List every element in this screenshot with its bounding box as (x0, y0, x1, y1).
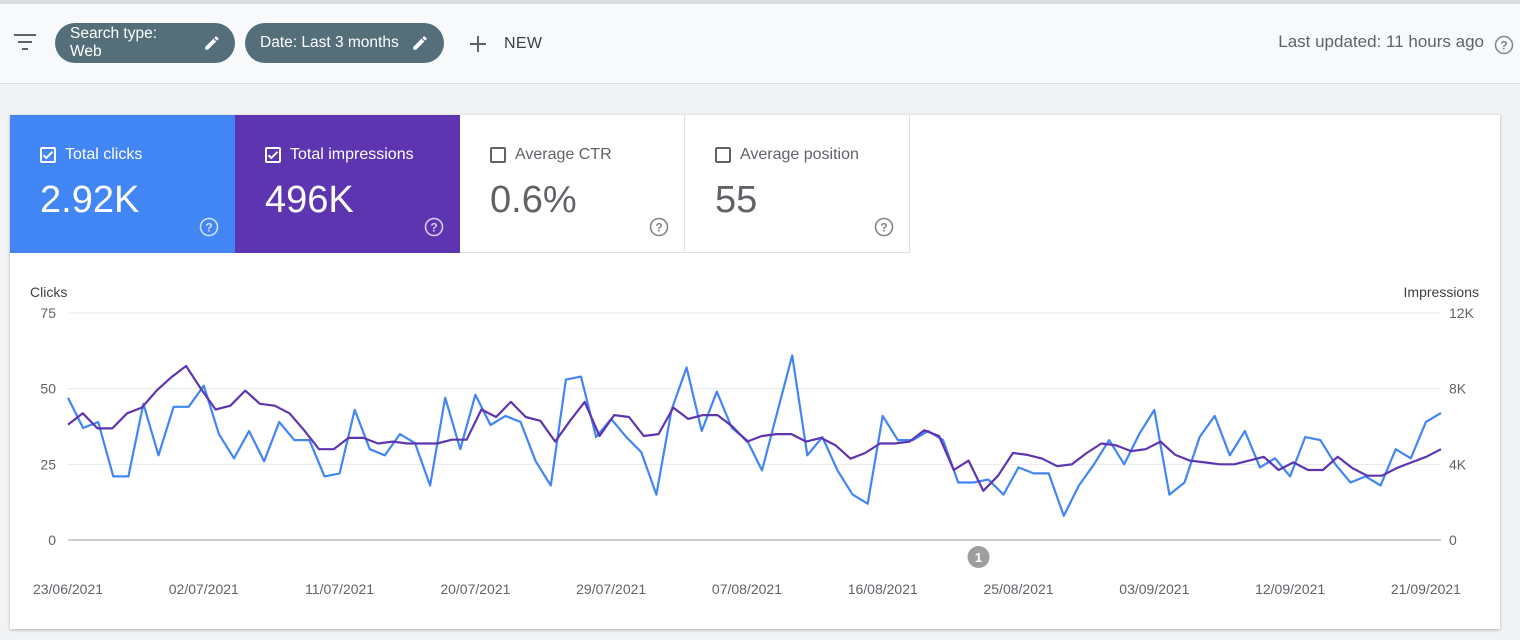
x-tick-label: 25/08/2021 (983, 581, 1053, 597)
help-icon[interactable]: ? (873, 216, 895, 238)
metric-label: Total impressions (290, 146, 414, 163)
x-tick-label: 29/07/2021 (576, 581, 646, 597)
x-tick-label: 12/09/2021 (1255, 581, 1325, 597)
help-icon[interactable]: ? (1494, 35, 1514, 55)
metric-label: Total clicks (65, 146, 143, 163)
x-tick-label: 02/07/2021 (169, 581, 239, 597)
performance-card: Total clicks 2.92K ? Total impressions 4… (10, 115, 1500, 629)
left-tick-label: 0 (48, 532, 56, 548)
date-range-chip[interactable]: Date: Last 3 months (245, 23, 444, 63)
edit-pencil-icon[interactable] (203, 34, 221, 52)
help-icon[interactable]: ? (198, 216, 220, 238)
x-tick-label: 07/08/2021 (712, 581, 782, 597)
metric-value: 496K (265, 179, 354, 221)
metric-label-row: Average position (715, 146, 859, 164)
metric-value: 55 (715, 179, 758, 221)
svg-text:?: ? (655, 221, 662, 235)
x-tick-label: 20/07/2021 (440, 581, 510, 597)
metric-label-row: Total clicks (40, 146, 142, 164)
x-tick-label: 03/09/2021 (1119, 581, 1189, 597)
svg-text:?: ? (880, 221, 887, 235)
checkbox-checked-icon[interactable] (265, 147, 281, 163)
right-tick-label: 8K (1449, 381, 1467, 397)
metric-label-row: Average CTR (490, 146, 612, 164)
help-icon[interactable]: ? (423, 216, 445, 238)
right-axis-title: Impressions (1403, 284, 1479, 300)
left-tick-label: 75 (40, 305, 56, 321)
date-range-chip-label: Date: Last 3 months (260, 34, 399, 51)
right-tick-label: 12K (1449, 305, 1475, 321)
left-tick-label: 25 (40, 456, 56, 472)
last-updated-text: Last updated: 11 hours ago (1278, 32, 1484, 51)
metric-total-clicks[interactable]: Total clicks 2.92K ? (10, 115, 235, 253)
x-tick-label: 23/06/2021 (33, 581, 103, 597)
svg-text:?: ? (430, 221, 437, 235)
metric-total-impressions[interactable]: Total impressions 496K ? (235, 115, 460, 253)
left-tick-label: 50 (40, 381, 56, 397)
metric-value: 2.92K (40, 179, 140, 221)
right-tick-label: 0 (1449, 532, 1457, 548)
search-type-chip[interactable]: Search type: Web (55, 23, 235, 63)
filter-icon[interactable] (12, 32, 38, 52)
new-filter-label: NEW (504, 35, 543, 52)
x-tick-label: 16/08/2021 (848, 581, 918, 597)
svg-text:?: ? (205, 221, 212, 235)
series-line-total-impressions (67, 364, 1442, 492)
metric-average-position[interactable]: Average position 55 ? (685, 115, 910, 253)
metric-label-row: Total impressions (265, 146, 414, 164)
top-divider (0, 0, 1520, 4)
edit-pencil-icon[interactable] (411, 34, 429, 52)
checkbox-unchecked-icon[interactable] (490, 147, 506, 163)
x-tick-label: 21/09/2021 (1391, 581, 1461, 597)
new-filter-button[interactable]: NEW (466, 30, 542, 58)
checkbox-unchecked-icon[interactable] (715, 147, 731, 163)
metric-value: 0.6% (490, 179, 577, 221)
right-tick-label: 4K (1449, 456, 1467, 472)
performance-chart[interactable]: 75 12K 50 8K 25 4K 0 0 23/06/2021 02/07/2021 11/07… (10, 115, 1500, 629)
help-icon[interactable]: ? (648, 216, 670, 238)
x-tick-label: 11/07/2021 (305, 581, 374, 597)
metric-label: Average position (740, 146, 859, 163)
series-line-total-clicks (67, 354, 1442, 517)
svg-text:?: ? (1500, 38, 1507, 52)
plus-icon (470, 36, 486, 52)
annotation-label: 1 (975, 550, 982, 565)
metric-label: Average CTR (515, 146, 612, 163)
left-axis-title: Clicks (30, 284, 68, 300)
annotation-marker[interactable] (967, 546, 990, 568)
checkbox-checked-icon[interactable] (40, 147, 56, 163)
metric-average-ctr[interactable]: Average CTR 0.6% ? (460, 115, 685, 253)
filter-toolbar: Search type: Web Date: Last 3 months NEW… (0, 4, 1520, 84)
search-type-chip-label: Search type: Web (70, 25, 158, 60)
